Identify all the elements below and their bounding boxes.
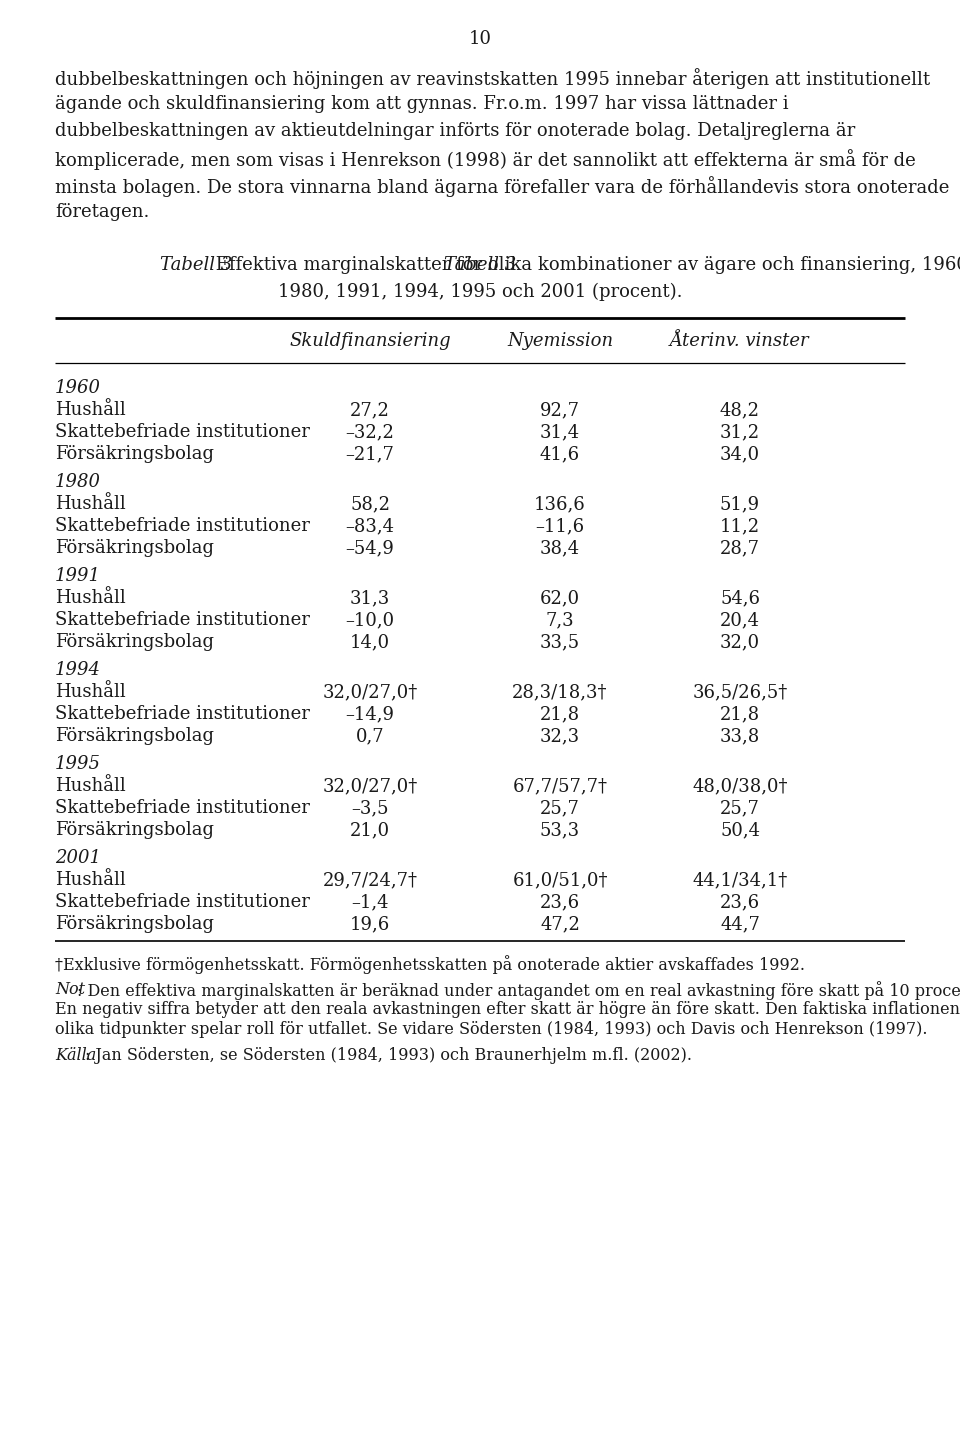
Text: Tabell 3: Tabell 3 [444,256,516,274]
Text: Skattebefriade institutioner: Skattebefriade institutioner [55,517,310,536]
Text: 23,6: 23,6 [540,894,580,911]
Text: Försäkringsbolag: Försäkringsbolag [55,634,214,651]
Text: 33,8: 33,8 [720,728,760,745]
Text: : Den effektiva marginalskatten är beräknad under antagandet om en real avkastni: : Den effektiva marginalskatten är beräk… [77,982,960,1001]
Text: 44,7: 44,7 [720,915,760,933]
Text: 31,4: 31,4 [540,423,580,442]
Text: 28,3/18,3†: 28,3/18,3† [513,683,608,702]
Text: 20,4: 20,4 [720,611,760,630]
Text: 14,0: 14,0 [350,634,390,651]
Text: 21,8: 21,8 [540,705,580,723]
Text: Försäkringsbolag: Försäkringsbolag [55,728,214,745]
Text: 27,2: 27,2 [350,401,390,419]
Text: 2001: 2001 [55,849,101,868]
Text: 1994: 1994 [55,661,101,679]
Text: 41,6: 41,6 [540,445,580,464]
Text: komplicerade, men som visas i Henrekson (1998) är det sannolikt att effekterna ä: komplicerade, men som visas i Henrekson … [55,149,916,170]
Text: –11,6: –11,6 [536,517,585,536]
Text: 1980, 1991, 1994, 1995 och 2001 (procent).: 1980, 1991, 1994, 1995 och 2001 (procent… [277,283,683,302]
Text: –32,2: –32,2 [346,423,395,442]
Text: 32,0: 32,0 [720,634,760,651]
Text: 47,2: 47,2 [540,915,580,933]
Text: Skattebefriade institutioner: Skattebefriade institutioner [55,611,310,630]
Text: ägande och skuldfinansiering kom att gynnas. Fr.o.m. 1997 har vissa lättnader i: ägande och skuldfinansiering kom att gyn… [55,95,788,113]
Text: Nyemission: Nyemission [507,332,613,351]
Text: Effektiva marginalskatter för olika kombinationer av ägare och finansiering, 196: Effektiva marginalskatter för olika komb… [210,256,960,274]
Text: 23,6: 23,6 [720,894,760,911]
Text: 33,5: 33,5 [540,634,580,651]
Text: 1995: 1995 [55,755,101,773]
Text: –54,9: –54,9 [346,539,395,557]
Text: 48,2: 48,2 [720,401,760,419]
Text: 67,7/57,7†: 67,7/57,7† [513,777,608,796]
Text: 21,8: 21,8 [720,705,760,723]
Text: 92,7: 92,7 [540,401,580,419]
Text: –10,0: –10,0 [346,611,395,630]
Text: 58,2: 58,2 [350,495,390,513]
Text: 50,4: 50,4 [720,822,760,839]
Text: 31,3: 31,3 [349,589,390,606]
Text: 51,9: 51,9 [720,495,760,513]
Text: Källa: Källa [55,1047,96,1064]
Text: 36,5/26,5†: 36,5/26,5† [692,683,787,702]
Text: Hushåll: Hushåll [55,871,126,890]
Text: 7,3: 7,3 [545,611,574,630]
Text: –21,7: –21,7 [346,445,395,464]
Text: Skuldfinansiering: Skuldfinansiering [289,332,451,351]
Text: Hushåll: Hushåll [55,589,126,606]
Text: 29,7/24,7†: 29,7/24,7† [323,871,418,890]
Text: Skattebefriade institutioner: Skattebefriade institutioner [55,799,310,817]
Text: Not: Not [55,982,85,998]
Text: 62,0: 62,0 [540,589,580,606]
Text: 0,7: 0,7 [356,728,384,745]
Text: 38,4: 38,4 [540,539,580,557]
Text: 53,3: 53,3 [540,822,580,839]
Text: 31,2: 31,2 [720,423,760,442]
Text: dubbelbeskattningen av aktieutdelningar införts för onoterade bolag. Detaljregle: dubbelbeskattningen av aktieutdelningar … [55,121,855,140]
Text: Hushåll: Hushåll [55,777,126,796]
Text: Skattebefriade institutioner: Skattebefriade institutioner [55,894,310,911]
Text: 11,2: 11,2 [720,517,760,536]
Text: 1980: 1980 [55,474,101,491]
Text: företagen.: företagen. [55,204,150,221]
Text: †Exklusive förmögenhetsskatt. Förmögenhetsskatten på onoterade aktier avskaffade: †Exklusive förmögenhetsskatt. Förmögenhe… [55,954,805,975]
Text: 28,7: 28,7 [720,539,760,557]
Text: 32,0/27,0†: 32,0/27,0† [323,683,418,702]
Text: –3,5: –3,5 [351,799,389,817]
Text: dubbelbeskattningen och höjningen av reavinstskatten 1995 innebar återigen att i: dubbelbeskattningen och höjningen av rea… [55,68,930,90]
Text: 48,0/38,0†: 48,0/38,0† [692,777,788,796]
Text: 10: 10 [468,30,492,48]
Text: Skattebefriade institutioner: Skattebefriade institutioner [55,423,310,442]
Text: Skattebefriade institutioner: Skattebefriade institutioner [55,705,310,723]
Text: 32,3: 32,3 [540,728,580,745]
Text: 19,6: 19,6 [349,915,390,933]
Text: 32,0/27,0†: 32,0/27,0† [323,777,418,796]
Text: Hushåll: Hushåll [55,495,126,513]
Text: 1960: 1960 [55,380,101,397]
Text: 1991: 1991 [55,567,101,585]
Text: Hushåll: Hushåll [55,683,126,702]
Text: Försäkringsbolag: Försäkringsbolag [55,822,214,839]
Text: –83,4: –83,4 [346,517,395,536]
Text: Försäkringsbolag: Försäkringsbolag [55,915,214,933]
Text: Försäkringsbolag: Försäkringsbolag [55,539,214,557]
Text: 25,7: 25,7 [540,799,580,817]
Text: 25,7: 25,7 [720,799,760,817]
Text: Tabell 3: Tabell 3 [160,256,232,274]
Text: En negativ siffra betyder att den reala avkastningen efter skatt är högre än för: En negativ siffra betyder att den reala … [55,1001,960,1018]
Text: –14,9: –14,9 [346,705,395,723]
Text: : Jan Södersten, se Södersten (1984, 1993) och Braunerhjelm m.fl. (2002).: : Jan Södersten, se Södersten (1984, 199… [85,1047,692,1064]
Text: Försäkringsbolag: Försäkringsbolag [55,445,214,464]
Text: Återinv. vinster: Återinv. vinster [670,332,810,351]
Text: minsta bolagen. De stora vinnarna bland ägarna förefaller vara de förhållandevis: minsta bolagen. De stora vinnarna bland … [55,176,949,196]
Text: 34,0: 34,0 [720,445,760,464]
Text: Hushåll: Hushåll [55,401,126,419]
Text: 54,6: 54,6 [720,589,760,606]
Text: –1,4: –1,4 [351,894,389,911]
Text: 44,1/34,1†: 44,1/34,1† [692,871,787,890]
Text: olika tidpunkter spelar roll för utfallet. Se vidare Södersten (1984, 1993) och : olika tidpunkter spelar roll för utfalle… [55,1021,927,1038]
Text: 21,0: 21,0 [350,822,390,839]
Text: 136,6: 136,6 [534,495,586,513]
Text: 61,0/51,0†: 61,0/51,0† [513,871,608,890]
